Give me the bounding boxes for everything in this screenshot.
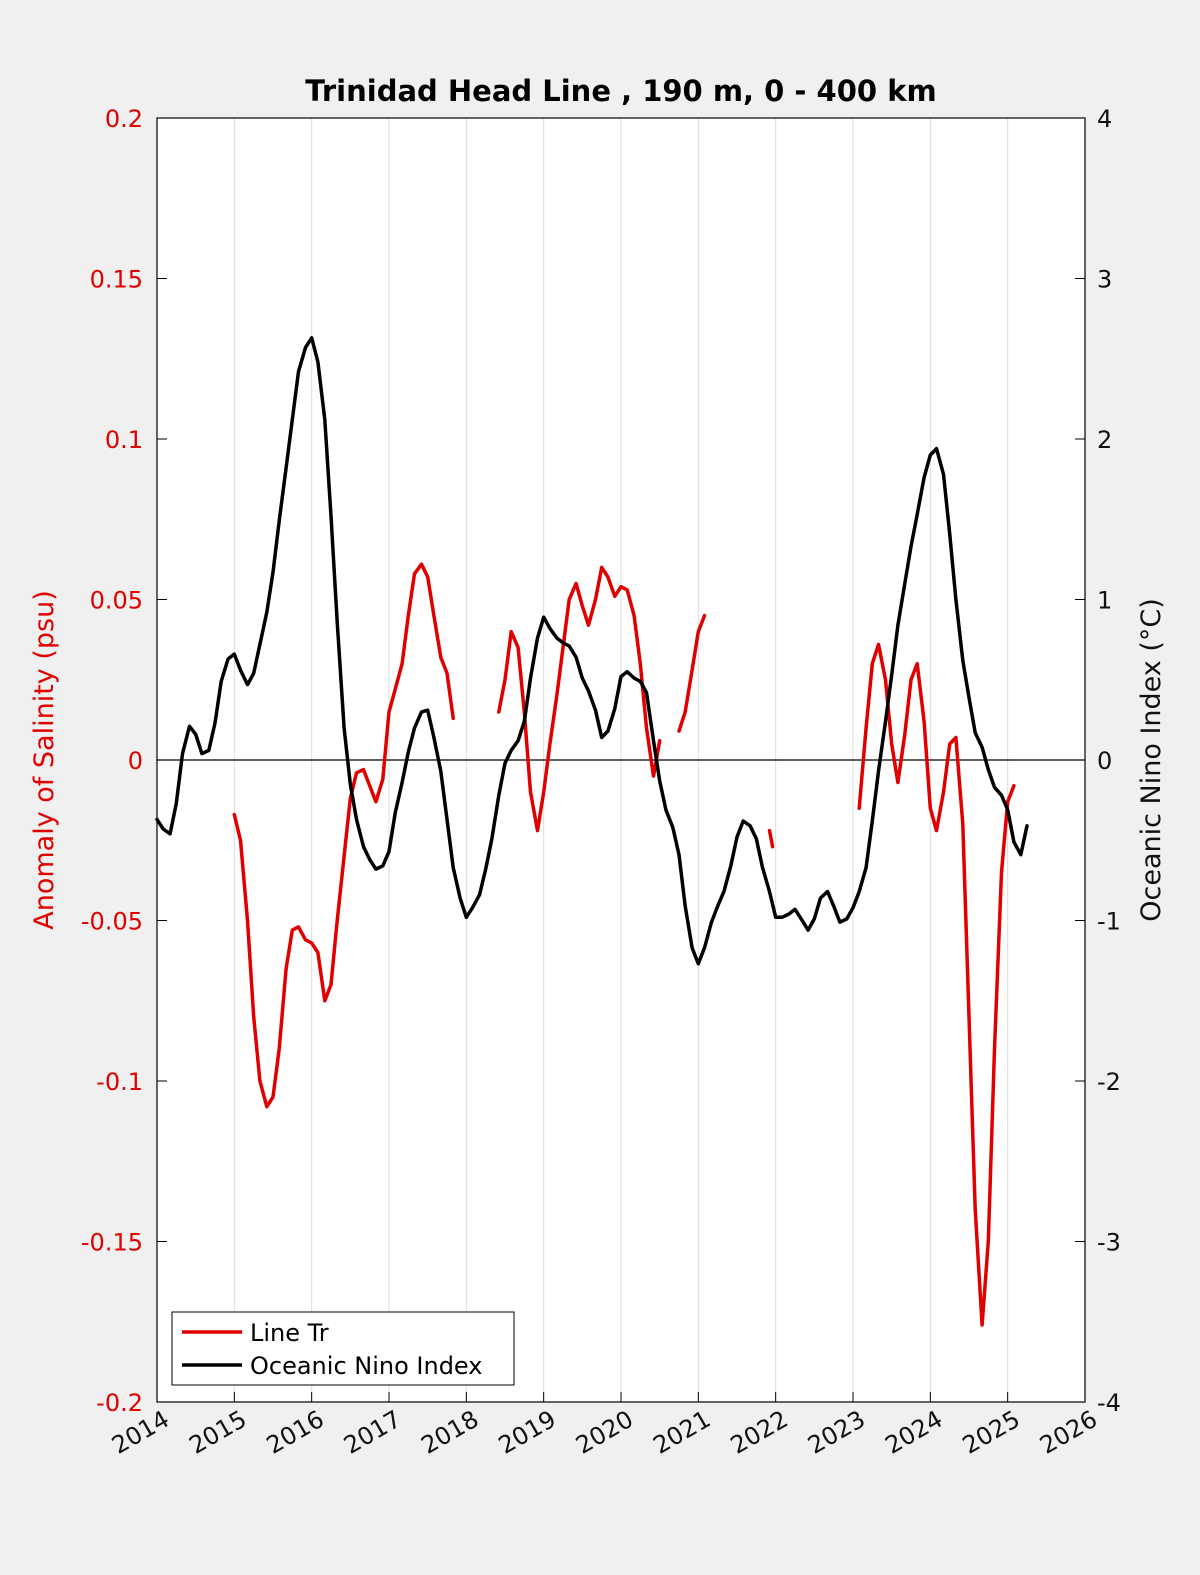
legend-box xyxy=(171,1311,515,1386)
y-right-tick-label: -2 xyxy=(1097,1068,1121,1096)
y-right-tick-label: 4 xyxy=(1097,105,1112,133)
y-right-tick-label: 1 xyxy=(1097,587,1112,615)
y-right-tick-label: -3 xyxy=(1097,1229,1121,1257)
y-left-tick-label: -0.05 xyxy=(81,908,143,936)
y-left-tick-label: 0.2 xyxy=(105,105,143,133)
y-right-tick-label: 3 xyxy=(1097,266,1112,294)
x-tick-label: 2025 xyxy=(958,1405,1025,1460)
x-tick-label: 2021 xyxy=(648,1405,715,1460)
x-tick-label: 2017 xyxy=(339,1405,406,1460)
y-right-tick-label: 2 xyxy=(1097,426,1112,454)
x-tick-label: 2018 xyxy=(416,1405,483,1460)
series-oni-segment xyxy=(155,336,1029,966)
series-line-tr-segment xyxy=(857,642,1016,1327)
y-left-tick-label: 0 xyxy=(128,747,143,775)
y-left-tick-label: 0.05 xyxy=(90,587,143,615)
y-axis-label-left: Anomaly of Salinity (psu) xyxy=(29,590,60,929)
series-layer xyxy=(155,336,1029,1327)
x-tick-label: 2026 xyxy=(1035,1405,1102,1460)
y-right-tick-label: -1 xyxy=(1097,908,1121,936)
x-tick-label: 2023 xyxy=(803,1405,870,1460)
x-tick-label: 2019 xyxy=(494,1405,561,1460)
y-left-tick-label: 0.1 xyxy=(105,426,143,454)
x-tick-label: 2015 xyxy=(184,1405,251,1460)
legend: Line Tr Oceanic Nino Index xyxy=(171,1311,515,1386)
y-right-tick-label: -4 xyxy=(1097,1389,1121,1417)
y-left-tick-label: -0.2 xyxy=(96,1389,143,1417)
series-line-tr-segment xyxy=(497,565,662,833)
x-tick-label: 2022 xyxy=(726,1405,793,1460)
y-left-tick-label: -0.15 xyxy=(81,1229,143,1257)
y-right-tick-label: 0 xyxy=(1097,747,1112,775)
x-tick-label: 2024 xyxy=(880,1405,947,1460)
x-tick-label: 2016 xyxy=(262,1405,329,1460)
series-line-tr-segment xyxy=(232,562,455,1109)
x-tick-label: 2020 xyxy=(571,1405,638,1460)
y-axis-label-right: Oceanic Nino Index (°C) xyxy=(1136,598,1167,922)
legend-label-line-tr: Line Tr xyxy=(250,1319,329,1347)
series-line-tr-segment xyxy=(677,613,707,733)
y-left-tick-label: -0.1 xyxy=(96,1068,143,1096)
y-left-tick-label: 0.15 xyxy=(90,266,143,294)
chart-title: Trinidad Head Line , 190 m, 0 - 400 km xyxy=(305,74,936,108)
legend-label-oni: Oceanic Nino Index xyxy=(250,1352,482,1380)
series-line-tr-segment xyxy=(767,828,775,849)
